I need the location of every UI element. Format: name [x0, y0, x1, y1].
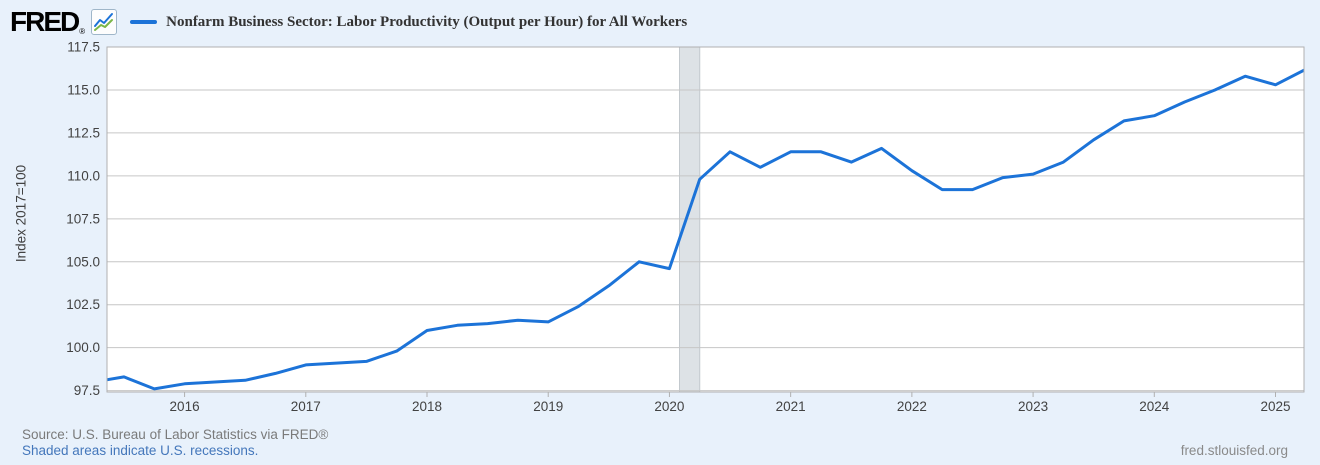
- y-tick-label: 112.5: [67, 125, 100, 140]
- x-tick-label: 2016: [170, 399, 200, 414]
- y-tick-label: 107.5: [66, 211, 100, 226]
- x-tick-label: 2024: [1139, 399, 1170, 414]
- source-attribution: Source: U.S. Bureau of Labor Statistics …: [22, 427, 329, 442]
- y-tick-label: 100.0: [66, 340, 100, 355]
- y-tick-label: 102.5: [66, 297, 100, 312]
- series-line[interactable]: [94, 68, 1306, 391]
- fred-site-link[interactable]: fred.stlouisfed.org: [1180, 443, 1288, 458]
- x-tick-label: 2020: [654, 399, 684, 414]
- chart-header: FRED ® Nonfarm Business Sector: Labor Pr…: [10, 5, 687, 39]
- y-tick-label: 115.0: [67, 82, 100, 97]
- x-tick-label: 2018: [412, 399, 442, 414]
- recession-band: [678, 46, 701, 393]
- x-tick-label: 2022: [897, 399, 927, 414]
- legend-line-swatch: [130, 20, 158, 24]
- fred-logo[interactable]: FRED: [10, 6, 80, 37]
- chart-title: Nonfarm Business Sector: Labor Productiv…: [166, 13, 688, 30]
- fred-sparkline-icon[interactable]: [91, 9, 118, 35]
- registered-trademark: ®: [79, 27, 86, 36]
- y-tick-label: 97.5: [74, 383, 100, 398]
- x-tick-label: 2023: [1018, 399, 1048, 414]
- x-tick-label: 2025: [1260, 399, 1290, 414]
- plot-border: [106, 46, 1305, 393]
- x-tick-label: 2017: [291, 399, 321, 414]
- y-tick-label: 105.0: [66, 254, 100, 269]
- plot-area[interactable]: [107, 47, 1304, 392]
- y-tick-label: 110.0: [67, 168, 100, 183]
- recession-note-link[interactable]: Shaded areas indicate U.S. recessions.: [22, 443, 259, 458]
- x-tick-label: 2019: [533, 399, 563, 414]
- x-tick-label: 2021: [776, 399, 806, 414]
- y-tick-label: 117.5: [67, 40, 100, 55]
